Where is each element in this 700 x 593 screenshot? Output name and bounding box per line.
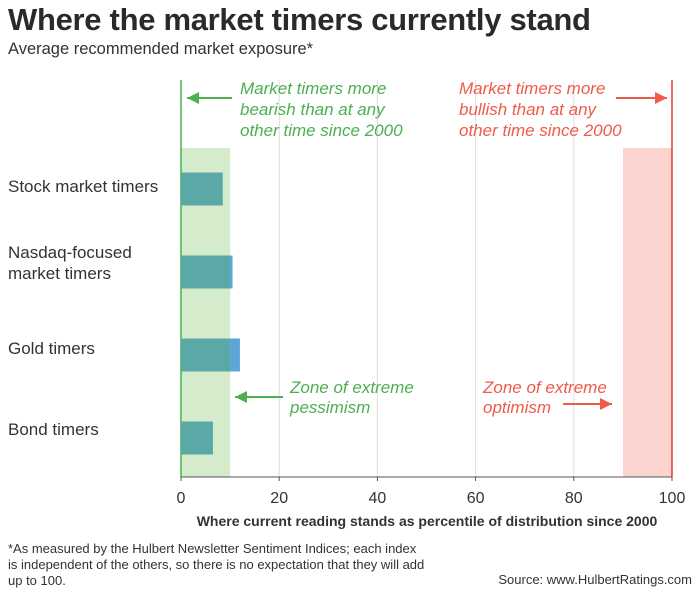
bar-2-extension	[230, 338, 240, 372]
pessimism-arrow-head	[235, 391, 247, 403]
source-credit: Source: www.HulbertRatings.com	[498, 572, 692, 587]
x-tick-label-60: 60	[467, 490, 485, 507]
bar-0	[181, 172, 223, 206]
x-tick-label-80: 80	[565, 490, 583, 507]
bullish-annotation: Market timers more bullish than at any oth…	[459, 79, 622, 140]
chart-subtitle: Average recommended market exposure*	[8, 40, 314, 58]
optimism-arrow-head	[600, 398, 612, 410]
category-label-3: Bond timers	[8, 420, 99, 439]
x-tick-label-0: 0	[177, 490, 186, 507]
x-tick-label-40: 40	[369, 490, 387, 507]
category-label-2: Gold timers	[8, 339, 95, 358]
bearish-arrow-head	[187, 92, 199, 104]
bullish-arrow-head	[655, 92, 667, 104]
bearish-annotation: Market timers more bearish than at any oth…	[240, 79, 403, 140]
pessimism-zone-label: Zone of extreme pessimism	[289, 378, 414, 417]
bar-1	[181, 255, 231, 289]
bar-3	[181, 421, 213, 455]
category-label-1: Nasdaq-focused market timers	[8, 243, 132, 283]
bar-1-extension	[230, 255, 233, 289]
optimism-zone	[622, 148, 672, 477]
bar-2	[181, 338, 231, 372]
optimism-zone-label: Zone of extreme optimism	[482, 378, 607, 417]
chart-title: Where the market timers currently stand	[8, 2, 591, 37]
footnote: *As measured by the Hulbert Newsletter S…	[8, 541, 425, 588]
category-label-0: Stock market timers	[8, 177, 159, 196]
x-tick-label-20: 20	[270, 490, 288, 507]
x-tick-label-100: 100	[659, 490, 686, 507]
x-axis-label: Where current reading stands as percenti…	[197, 513, 658, 529]
